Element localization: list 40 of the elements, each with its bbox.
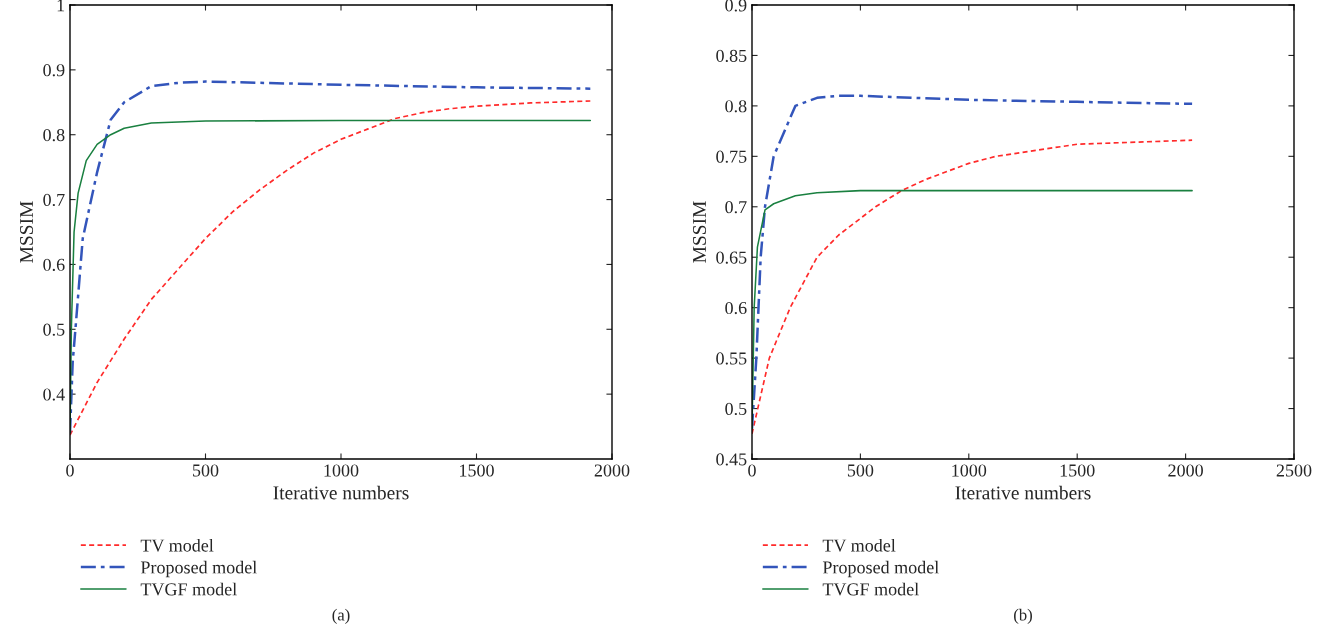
y-axis-title: MSSIM <box>692 201 707 263</box>
y-tick-label: 0.5 <box>43 323 65 336</box>
y-tick-label: 0.9 <box>725 0 747 12</box>
x-tick-label: 0 <box>66 464 74 477</box>
y-tick-label: 1 <box>57 0 65 12</box>
x-tick-label: 1000 <box>952 464 987 477</box>
legend-label: TVGF model <box>822 582 919 596</box>
text: (a) <box>332 608 350 624</box>
y-tick-label: 0.9 <box>43 64 65 77</box>
y-tick-label: 0.6 <box>725 301 747 315</box>
text: (b) <box>1014 608 1032 624</box>
y-tick-label: 0.55 <box>716 352 747 365</box>
y-tick-label: 0.7 <box>43 193 65 207</box>
y-tick-label: 0.6 <box>43 258 65 271</box>
x-tick-label: 500 <box>847 464 874 477</box>
y-tick-label: 0.8 <box>725 100 747 113</box>
x-tick-label: 1500 <box>460 464 494 477</box>
x-tick-label: 2000 <box>594 464 630 477</box>
legend-label: TVGF model <box>140 582 237 596</box>
legend-label: Proposed model <box>140 560 257 578</box>
x-axis-title: Iterative numbers <box>273 485 409 500</box>
legend-label: TV model <box>140 538 214 552</box>
y-tick-label: 0.4 <box>43 388 65 401</box>
x-tick-label: 1500 <box>1060 464 1095 477</box>
x-tick-label: 2000 <box>1168 464 1203 477</box>
y-tick-label: 0.45 <box>716 453 747 466</box>
y-tick-label: 0.65 <box>716 251 747 264</box>
y-tick-label: 0.75 <box>716 150 747 163</box>
y-tick-label: 0.85 <box>716 49 747 62</box>
x-tick-label: 0 <box>748 464 756 477</box>
y-tick-label: 0.8 <box>43 128 65 142</box>
y-tick-label: 0.7 <box>725 201 747 214</box>
legend-label: Proposed model <box>822 560 939 578</box>
x-tick-label: 500 <box>193 464 219 477</box>
y-tick-label: 0.5 <box>725 402 747 416</box>
y-axis-title: MSSIM <box>20 201 34 263</box>
x-tick-label: 1000 <box>324 464 359 477</box>
x-axis-title: Iterative numbers <box>955 485 1091 500</box>
legend-label: TV model <box>822 538 896 552</box>
x-tick-label: 2500 <box>1276 464 1312 477</box>
